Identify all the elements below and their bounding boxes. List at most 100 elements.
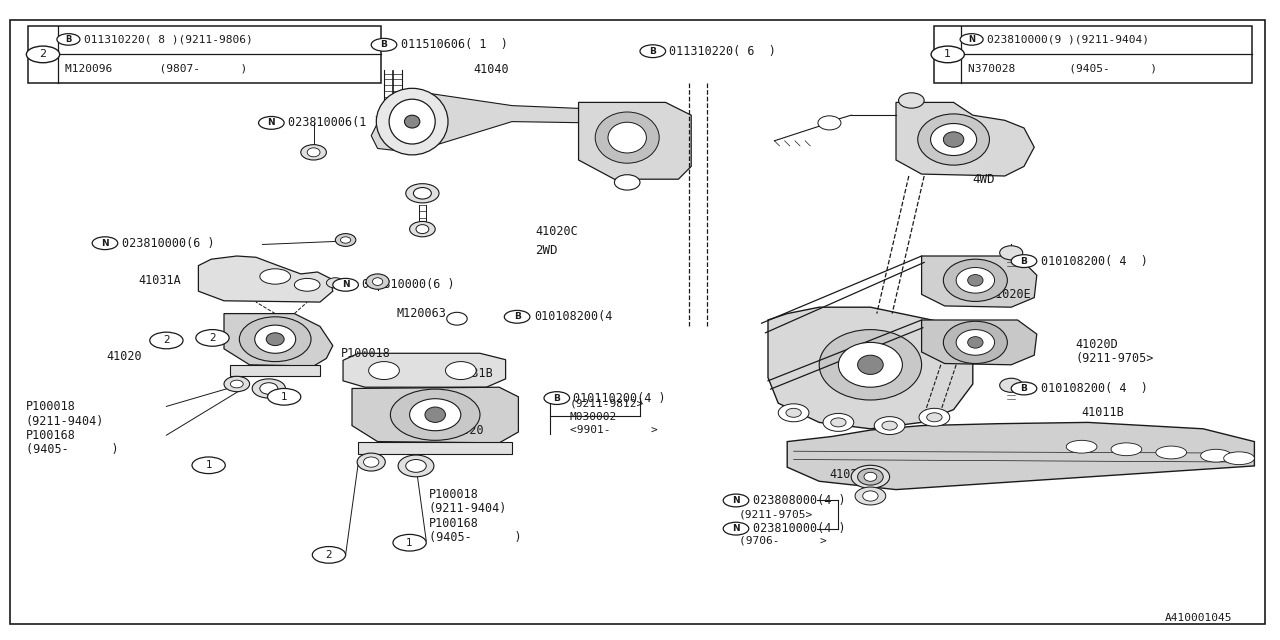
Ellipse shape [918,114,989,165]
Ellipse shape [956,330,995,355]
Polygon shape [358,442,512,454]
Ellipse shape [956,268,995,293]
Circle shape [1011,255,1037,268]
Text: B: B [513,312,521,321]
Circle shape [371,38,397,51]
Text: M030002: M030002 [570,412,617,422]
Text: 023810000(6 ): 023810000(6 ) [122,237,214,250]
Text: (9211-9705>: (9211-9705> [739,509,813,520]
Text: 41020: 41020 [106,350,142,363]
Ellipse shape [239,317,311,362]
Text: 41020F: 41020F [829,468,872,481]
Polygon shape [343,353,506,387]
Text: 4WD: 4WD [973,173,996,186]
Text: 41011B: 41011B [1082,406,1124,419]
Ellipse shape [357,453,385,471]
Ellipse shape [1224,452,1254,465]
Circle shape [393,534,426,551]
Ellipse shape [326,278,344,288]
Ellipse shape [410,399,461,431]
Text: N: N [101,239,109,248]
Text: P100018: P100018 [26,400,76,413]
Text: (9211-9404): (9211-9404) [429,502,507,515]
Ellipse shape [818,116,841,130]
Circle shape [723,522,749,535]
Ellipse shape [864,472,877,481]
Text: 010108200( 4  ): 010108200( 4 ) [1041,255,1147,268]
Circle shape [56,34,79,45]
Text: 41020E: 41020E [988,288,1030,301]
Text: B: B [649,47,657,56]
Text: (9405-      ): (9405- ) [26,444,118,456]
Text: M120063: M120063 [397,307,447,320]
Text: 2: 2 [209,333,216,343]
Ellipse shape [1066,440,1097,453]
Ellipse shape [260,269,291,284]
Text: B: B [380,40,388,49]
Bar [934,26,1252,83]
Ellipse shape [260,383,278,394]
Ellipse shape [1000,246,1023,260]
Text: 011310220( 6  ): 011310220( 6 ) [669,45,776,58]
Text: 023810000(9 )(9211-9404): 023810000(9 )(9211-9404) [987,35,1149,44]
Text: 011310220( 8 )(9211-9806): 011310220( 8 )(9211-9806) [83,35,252,44]
Text: 010108200(4: 010108200(4 [534,310,612,323]
Ellipse shape [307,148,320,157]
Text: B: B [553,394,561,403]
Text: N: N [968,35,975,44]
Ellipse shape [413,188,431,199]
Ellipse shape [335,234,356,246]
Ellipse shape [778,404,809,422]
Text: A410001045: A410001045 [1165,612,1233,623]
Text: (9211-9404): (9211-9404) [26,415,104,428]
Text: <9901-      >: <9901- > [570,425,658,435]
Ellipse shape [1156,446,1187,459]
Text: (9211-9705>: (9211-9705> [1075,352,1153,365]
Circle shape [333,278,358,291]
Ellipse shape [425,407,445,422]
Ellipse shape [858,468,883,485]
Text: P100168: P100168 [429,517,479,530]
Ellipse shape [230,380,243,388]
Ellipse shape [899,93,924,108]
Text: (9405-      ): (9405- ) [429,531,521,544]
Ellipse shape [943,321,1007,364]
Polygon shape [768,307,973,429]
Text: (9211-9812>: (9211-9812> [570,398,644,408]
Circle shape [268,388,301,405]
Ellipse shape [614,175,640,190]
Circle shape [259,116,284,129]
Ellipse shape [1000,378,1023,392]
Text: B: B [1020,257,1028,266]
Circle shape [312,547,346,563]
Ellipse shape [786,408,801,417]
Ellipse shape [416,225,429,234]
Text: N370028        (9405-      ): N370028 (9405- ) [968,63,1157,73]
Ellipse shape [447,312,467,325]
Text: 1: 1 [280,392,288,402]
Ellipse shape [255,325,296,353]
Ellipse shape [863,491,878,501]
Text: 2: 2 [325,550,333,560]
Ellipse shape [819,330,922,400]
Text: 010108200( 4  ): 010108200( 4 ) [1041,382,1147,395]
Ellipse shape [831,418,846,427]
Text: 41020C: 41020C [934,122,977,134]
Ellipse shape [931,124,977,156]
Text: 2: 2 [163,335,170,346]
Polygon shape [371,91,412,152]
Text: 41020D: 41020D [1075,338,1117,351]
Ellipse shape [404,115,420,128]
Ellipse shape [389,99,435,144]
Ellipse shape [1201,449,1231,462]
Text: 41020C: 41020C [535,225,577,238]
Ellipse shape [366,274,389,289]
Ellipse shape [340,237,351,243]
Polygon shape [224,314,333,366]
Ellipse shape [882,421,897,430]
Text: 1: 1 [205,460,212,470]
Polygon shape [922,256,1037,307]
Text: 023808000(4 ): 023808000(4 ) [753,494,845,507]
Circle shape [150,332,183,349]
Ellipse shape [608,122,646,153]
